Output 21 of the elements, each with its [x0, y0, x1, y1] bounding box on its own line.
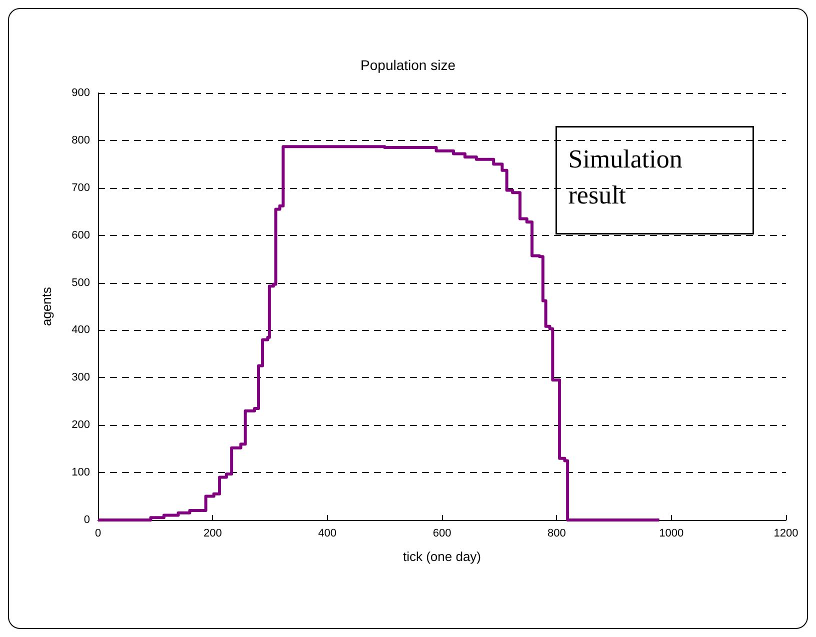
- y-tick-label: 800: [72, 134, 90, 146]
- x-tick-label: 600: [432, 528, 452, 540]
- y-tick-label: 300: [72, 372, 90, 384]
- x-tick-label: 0: [94, 528, 102, 540]
- y-tick-label: 600: [72, 229, 90, 242]
- x-axis-title: tick (one day): [402, 549, 482, 564]
- x-tick-label: 200: [203, 528, 222, 540]
- x-tick-label: 1000: [659, 528, 684, 540]
- x-tick-label: 1200: [774, 528, 798, 540]
- y-tick-label: 200: [72, 419, 90, 432]
- annotation: Simulation result: [568, 144, 689, 210]
- y-tick-label: 500: [72, 276, 90, 289]
- y-tick-label: 400: [72, 324, 90, 336]
- x-tick-label: 800: [547, 528, 566, 540]
- y-tick-label: 100: [72, 466, 90, 479]
- y-tick-label: 900: [72, 87, 90, 99]
- x-tick-label: 400: [318, 528, 337, 540]
- y-tick-label: 0: [84, 514, 90, 526]
- y-axis-title: agents: [39, 286, 54, 326]
- y-tick-label: 700: [72, 182, 90, 194]
- chart-title: Population size: [360, 57, 456, 73]
